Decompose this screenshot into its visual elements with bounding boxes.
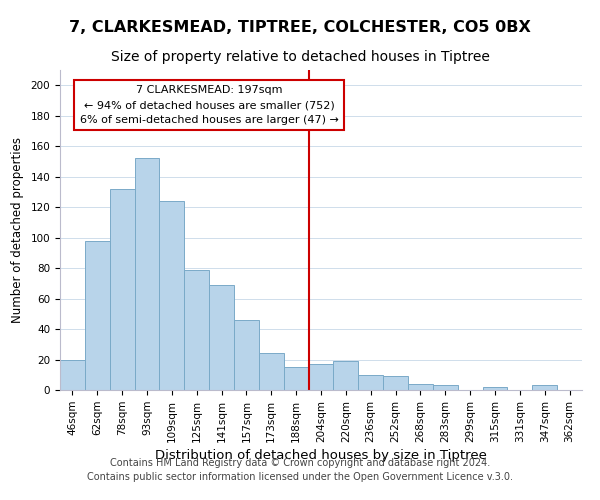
Bar [60,360,85,390]
Bar [110,189,134,390]
Bar [85,240,110,390]
X-axis label: Distribution of detached houses by size in Tiptree: Distribution of detached houses by size … [155,449,487,462]
Bar [134,158,160,390]
Bar [383,376,408,390]
Bar [358,375,383,390]
Text: Contains HM Land Registry data © Crown copyright and database right 2024.: Contains HM Land Registry data © Crown c… [110,458,490,468]
Y-axis label: Number of detached properties: Number of detached properties [11,137,23,323]
Bar [209,285,234,390]
Bar [532,386,557,390]
Bar [160,201,184,390]
Text: 7 CLARKESMEAD: 197sqm
← 94% of detached houses are smaller (752)
6% of semi-deta: 7 CLARKESMEAD: 197sqm ← 94% of detached … [80,85,338,125]
Bar [433,386,458,390]
Bar [408,384,433,390]
Bar [284,367,308,390]
Text: Contains public sector information licensed under the Open Government Licence v.: Contains public sector information licen… [87,472,513,482]
Text: Size of property relative to detached houses in Tiptree: Size of property relative to detached ho… [110,50,490,64]
Bar [234,320,259,390]
Bar [259,354,284,390]
Bar [482,387,508,390]
Bar [334,361,358,390]
Bar [184,270,209,390]
Bar [308,364,334,390]
Text: 7, CLARKESMEAD, TIPTREE, COLCHESTER, CO5 0BX: 7, CLARKESMEAD, TIPTREE, COLCHESTER, CO5… [69,20,531,35]
